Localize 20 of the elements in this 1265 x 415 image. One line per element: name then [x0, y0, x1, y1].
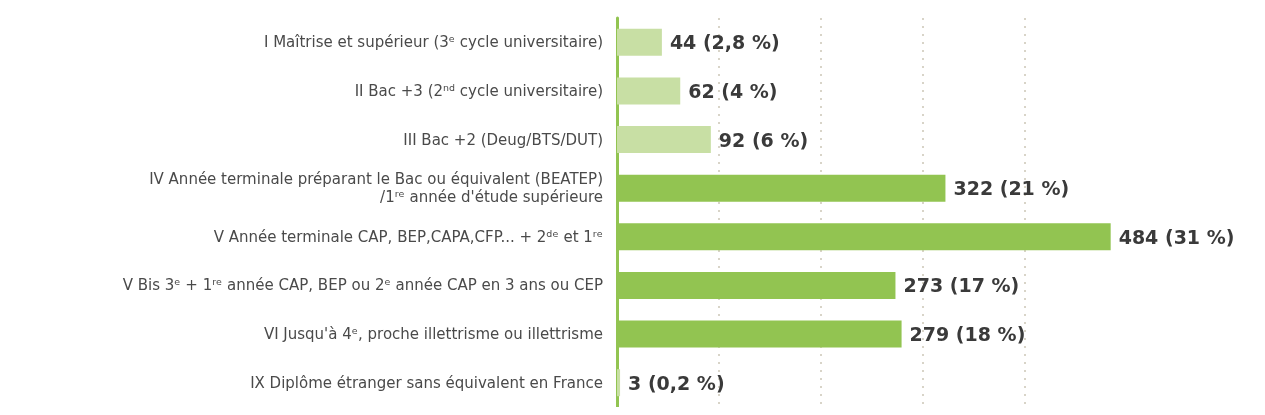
data-label: 62 (4 %): [688, 79, 778, 102]
y-tick-label: V Année terminale CAP, BEP,CAPA,CFP... + 2ᵈᵉ et 1ʳᵉ: [213, 227, 603, 246]
bar: [617, 77, 681, 105]
y-tick-label: VI Jusqu'à 4ᵉ, proche illettrisme ou illettrisme: [263, 325, 603, 344]
y-tick-label: II Bac +3 (2ⁿᵈ cycle universitaire): [354, 81, 603, 100]
y-tick-label: V Bis 3ᵉ + 1ʳᵉ année CAP, BEP ou 2ᵉ année CAP en 3 ans ou CEP: [122, 276, 603, 295]
bar: [617, 126, 711, 154]
y-tick-label: IX Diplôme étranger sans équivalent en France: [250, 373, 603, 392]
data-label: 322 (21 %): [953, 177, 1070, 200]
bar: [617, 28, 662, 56]
bar: [617, 369, 621, 397]
data-label: 484 (31 %): [1118, 225, 1235, 248]
data-label: 3 (0,2 %): [628, 371, 725, 394]
data-label: 44 (2,8 %): [669, 31, 780, 54]
y-tick-label: IV Année terminale préparant le Bac ou équivalent (BEATEP) /1ʳᵉ année d'étude supérieure: [149, 170, 603, 207]
y-tick-label: III Bac +2 (Deug/BTS/DUT): [403, 130, 603, 149]
data-label: 279 (18 %): [909, 323, 1026, 346]
data-label: 273 (17 %): [903, 274, 1020, 297]
y-tick-label: I Maîtrise et supérieur (3ᵉ cycle universitaire): [263, 33, 603, 52]
data-label: 92 (6 %): [718, 128, 809, 151]
